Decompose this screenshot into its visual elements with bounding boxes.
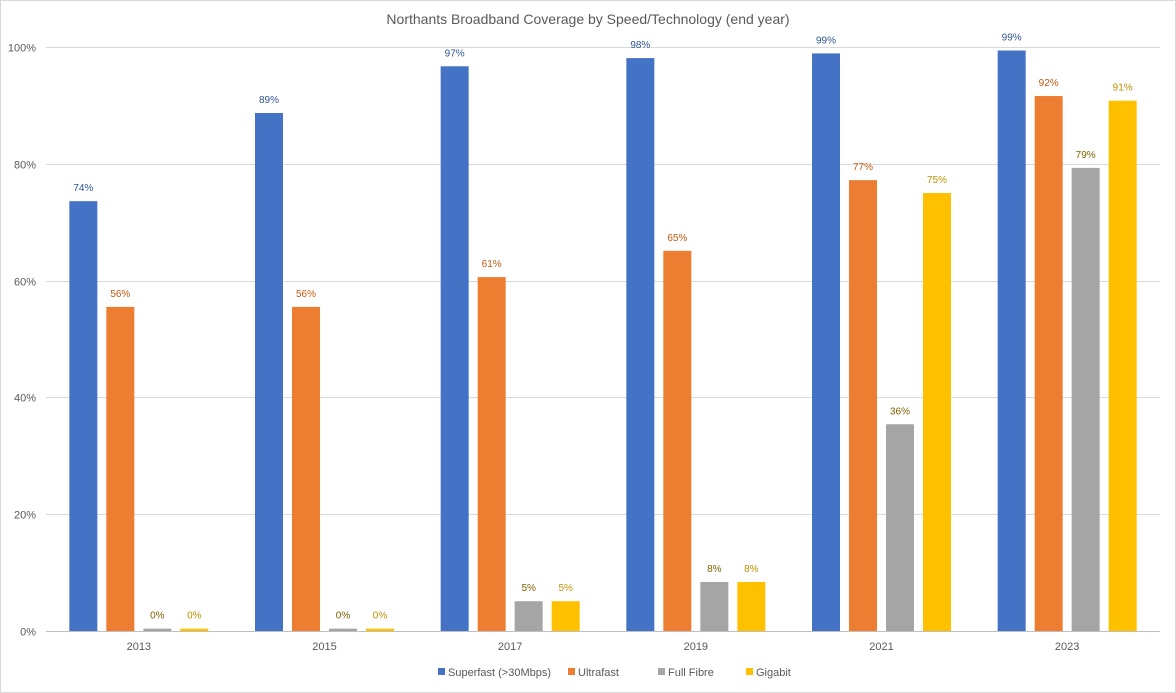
x-tick-label: 2021 — [869, 641, 893, 653]
data-labels: 74% 56% 0% 0% 89% 56% 0% 0% 97% 61% 5% 5% 98% 65% 8% 8%… — [73, 33, 1132, 622]
bar-full-fibre-2015 — [329, 628, 357, 631]
data-label: 79% — [1076, 150, 1096, 161]
data-label: 89% — [259, 95, 279, 106]
legend-swatch — [438, 668, 445, 675]
legend-swatch — [568, 668, 575, 675]
y-tick-label: 0% — [20, 627, 36, 639]
bar-full-fibre-2019 — [700, 581, 729, 631]
bar-ultrafast-2013 — [106, 306, 135, 631]
legend-label: Superfast (>30Mbps) — [448, 667, 551, 679]
bar-full-fibre-2013 — [143, 628, 172, 631]
data-label: 0% — [150, 611, 165, 622]
legend-label: Gigabit — [756, 667, 791, 679]
data-label: 61% — [482, 259, 502, 270]
y-tick-label: 40% — [14, 393, 36, 405]
bar-ultrafast-2021 — [849, 180, 877, 632]
bar-superfast-30mbps--2017 — [440, 66, 469, 632]
bar-superfast-30mbps--2015 — [255, 112, 283, 631]
data-label: 65% — [667, 233, 687, 244]
x-tick-label: 2017 — [498, 641, 522, 653]
legend-swatch — [658, 668, 665, 675]
bar-ultrafast-2017 — [477, 277, 506, 631]
y-tick-label: 20% — [14, 510, 36, 522]
chart-title: Northants Broadband Coverage by Speed/Te… — [386, 11, 789, 27]
bar-gigabit-2021 — [923, 193, 951, 631]
bar-gigabit-2017 — [551, 601, 580, 631]
data-label: 74% — [73, 183, 93, 194]
gridlines — [46, 47, 1160, 632]
x-tick-label: 2023 — [1055, 641, 1079, 653]
data-label: 0% — [373, 611, 388, 622]
data-label: 92% — [1039, 78, 1059, 89]
x-axis: 2013 2015 2017 2019 2021 2023 — [127, 641, 1080, 653]
bar-ultrafast-2015 — [292, 306, 320, 631]
data-label: 98% — [630, 40, 650, 51]
data-label: 8% — [707, 564, 722, 575]
bar-ultrafast-2019 — [663, 250, 692, 632]
data-label: 36% — [890, 406, 910, 417]
bar-gigabit-2023 — [1108, 100, 1137, 631]
data-label: 56% — [296, 289, 316, 300]
data-label: 5% — [521, 583, 536, 594]
data-label: 8% — [744, 564, 759, 575]
legend: Superfast (>30Mbps) Ultrafast Full Fibre Gi… — [438, 667, 791, 679]
bar-gigabit-2015 — [366, 628, 394, 631]
y-axis: 0% 20% 40% 60% 80% 100% — [8, 43, 36, 639]
bar-superfast-30mbps--2013 — [69, 201, 98, 631]
data-label: 97% — [445, 48, 465, 59]
x-tick-label: 2013 — [127, 641, 151, 653]
y-tick-label: 60% — [14, 277, 36, 289]
bar-ultrafast-2023 — [1034, 96, 1063, 631]
y-tick-label: 80% — [14, 160, 36, 172]
data-label: 0% — [336, 611, 351, 622]
bar-full-fibre-2023 — [1071, 167, 1100, 631]
y-tick-label: 100% — [8, 43, 36, 55]
legend-label: Full Fibre — [668, 667, 714, 679]
bar-gigabit-2013 — [180, 628, 209, 631]
x-tick-label: 2019 — [684, 641, 708, 653]
data-label: 77% — [853, 162, 873, 173]
bars — [69, 50, 1137, 632]
data-label: 75% — [927, 175, 947, 186]
bar-superfast-30mbps--2023 — [997, 50, 1026, 631]
bar-full-fibre-2017 — [514, 601, 543, 631]
data-label: 0% — [187, 611, 202, 622]
x-tick-label: 2015 — [312, 641, 336, 653]
bar-superfast-30mbps--2021 — [812, 53, 840, 631]
data-label: 5% — [558, 583, 573, 594]
bar-superfast-30mbps--2019 — [626, 58, 655, 631]
data-label: 56% — [110, 289, 130, 300]
data-label: 91% — [1113, 83, 1133, 94]
bar-full-fibre-2021 — [886, 424, 914, 631]
legend-swatch — [746, 668, 753, 675]
bar-gigabit-2019 — [737, 581, 766, 631]
data-label: 99% — [1002, 33, 1022, 44]
data-label: 99% — [816, 35, 836, 46]
legend-label: Ultrafast — [578, 667, 619, 679]
